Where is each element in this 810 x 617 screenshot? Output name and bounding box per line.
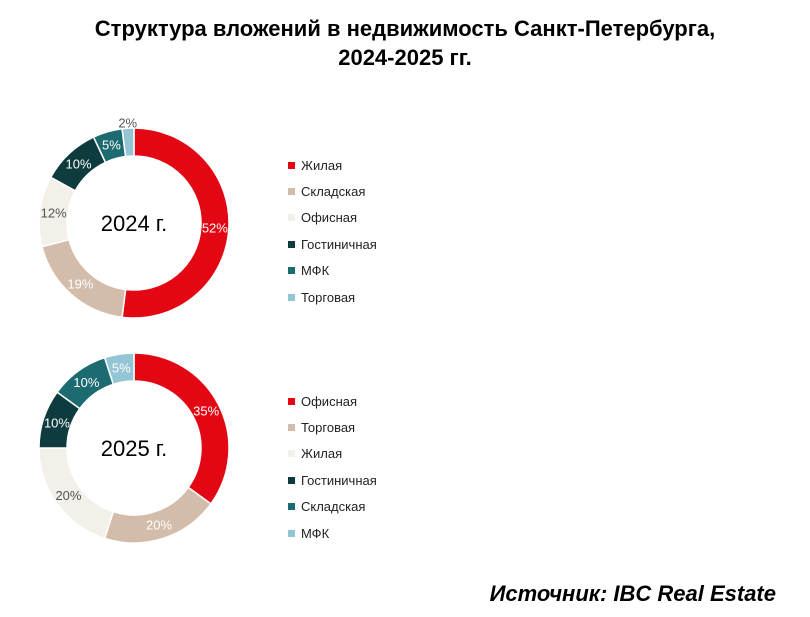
legend-label: МФК [301, 525, 330, 541]
donut-slice [133, 352, 230, 505]
legend-item: Офисная [288, 205, 377, 231]
legend-label: Офисная [301, 210, 358, 226]
legend-item: МФК [288, 520, 377, 546]
slice-data-label: 20% [55, 488, 81, 503]
legend-swatch [288, 476, 295, 484]
legend-label: Торговая [301, 420, 356, 436]
donut-slice [103, 486, 212, 544]
donut-slice [103, 352, 135, 386]
legend-swatch [288, 188, 295, 196]
legend-label: Гостиничная [301, 236, 377, 252]
legend-swatch [288, 503, 295, 511]
legend-swatch [288, 267, 295, 275]
legend-label: Складская [301, 499, 366, 515]
legend-label: Жилая [301, 446, 343, 462]
legend-item: МФК [288, 258, 377, 284]
slice-data-label: 5% [102, 138, 121, 153]
slice-data-label: 35% [193, 404, 219, 419]
slice-data-label: 10% [44, 415, 70, 430]
legend-label: Складская [301, 184, 366, 200]
donut-chart-1: 35% 20% 20% 10% 10% 5% 2025 г. [38, 352, 230, 544]
legend-swatch [288, 529, 295, 537]
slice-data-label: 19% [67, 276, 93, 291]
legend-item: Офисная [288, 388, 377, 414]
slice-data-label: 10% [73, 375, 99, 390]
legend-swatch [288, 161, 295, 169]
slice-data-label: 5% [112, 360, 131, 375]
legend-label: Жилая [301, 157, 343, 173]
legend-swatch [288, 450, 295, 458]
legend-label: Офисная [301, 393, 358, 409]
legend-2025: Офисная Торговая Жилая Гостиничная Складская… [288, 388, 377, 546]
donut-center-label: 2024 г. [101, 211, 168, 236]
legend-item: Торговая [288, 414, 377, 440]
legend-swatch [288, 240, 295, 248]
legend-label: Гостиничная [301, 472, 377, 488]
slice-data-label: 12% [41, 205, 67, 220]
legend-item: Жилая [288, 152, 377, 178]
donut-center-label: 2025 г. [101, 436, 168, 461]
legend-swatch [288, 293, 295, 301]
legend-swatch [288, 397, 295, 405]
donut-chart-0: 52% 19% 12% 10% 5% 2% 2024 г. [38, 116, 230, 319]
title-line-1: Структура вложений в недвижимость Санкт-… [94, 16, 716, 41]
legend-label: МФК [301, 263, 330, 279]
slice-data-label: 52% [202, 221, 228, 236]
legend-2024: Жилая Складская Офисная Гостиничная МФК Торго… [288, 152, 377, 310]
page-title: Структура вложений в недвижимость Санкт-… [0, 14, 810, 72]
legend-item: Складская [288, 178, 377, 204]
title-line-2: 2024-2025 гг. [338, 45, 472, 70]
legend-swatch [288, 214, 295, 222]
legend-label: Торговая [301, 289, 356, 305]
legend-item: Жилая [288, 441, 377, 467]
legend-item: Складская [288, 494, 377, 520]
slice-data-label: 2% [118, 116, 137, 131]
legend-item: Гостиничная [288, 231, 377, 257]
slice-data-label: 10% [66, 156, 92, 171]
donut-slice [121, 127, 230, 319]
legend-swatch [288, 424, 295, 432]
legend-item: Гостиничная [288, 467, 377, 493]
slice-data-label: 20% [146, 518, 172, 533]
legend-item: Торговая [288, 284, 377, 310]
donut-slice [121, 127, 135, 158]
source-note: Источник: IBC Real Estate [489, 581, 776, 606]
